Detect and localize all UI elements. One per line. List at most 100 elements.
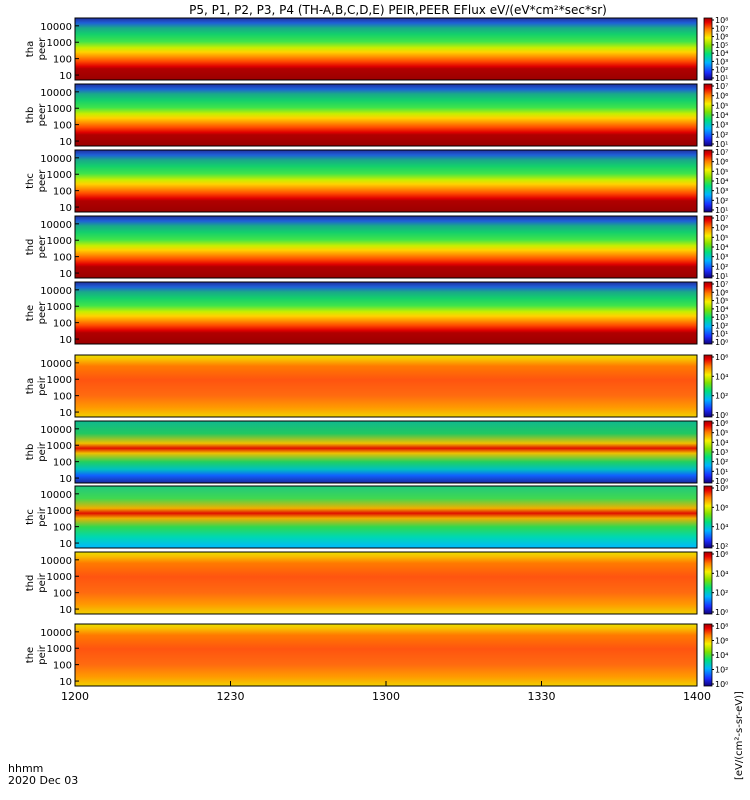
x-tick-label: 1230 bbox=[217, 690, 245, 703]
y-tick-label: 10000 bbox=[40, 22, 72, 33]
colorbar-scale bbox=[703, 551, 713, 615]
y-tick-label: 1000 bbox=[47, 38, 72, 49]
panel-label: thcpeer bbox=[25, 169, 48, 193]
colorbar-tick-label: 10⁶ bbox=[715, 224, 728, 233]
colorbar-tick-label: 10⁴ bbox=[715, 438, 728, 447]
colorbar-label: [eV/(cm²-s-sr-eV)] bbox=[734, 691, 745, 780]
spectrogram-image bbox=[75, 150, 697, 212]
colorbar-tick-label: 10⁵ bbox=[715, 297, 728, 306]
colorbar-tick-label: 10⁸ bbox=[715, 16, 728, 25]
colorbar-scale bbox=[703, 17, 713, 81]
panel-label: thcpeir bbox=[25, 506, 48, 526]
panel-thc-peir: thcpeir 10 100 1000 10000 10² 10⁴ 10⁶ 10⁸ bbox=[25, 484, 728, 551]
x-tick-label: 1330 bbox=[528, 690, 556, 703]
panel-tha-peer: thapeer1010010001000010¹10²10³10⁴10⁵10⁶1… bbox=[25, 16, 728, 83]
panel-frame bbox=[74, 551, 698, 615]
panel-label-probe: thb bbox=[25, 107, 36, 124]
colorbar: 10⁰ 10² 10⁴ 10⁶ bbox=[703, 353, 728, 420]
panel-thb-peer: thbpeer 10 100 1000 10000 10¹10²10³10⁴10⁵10⁶1… bbox=[25, 82, 728, 149]
panel-the-peir: thepeir 10 100 1000 10000 10⁰ 10² 10⁴ 10⁶ 10⁸ bbox=[25, 622, 728, 689]
panel-label-species: peir bbox=[37, 506, 48, 526]
panel-label-probe: thc bbox=[25, 509, 36, 525]
y-tick-label: 10 bbox=[59, 203, 72, 214]
y-tick-label: 100 bbox=[53, 392, 72, 403]
y-tick-label: 100 bbox=[53, 589, 72, 600]
panel-label-species: peer bbox=[37, 235, 48, 259]
colorbar-tick-label: 10² bbox=[715, 589, 728, 598]
colorbar-tick-label: 10³ bbox=[715, 313, 728, 322]
colorbar-scale bbox=[703, 354, 713, 418]
panel-frame bbox=[74, 149, 698, 213]
spectrogram-image bbox=[75, 355, 697, 417]
panel-label-species: peer bbox=[37, 169, 48, 193]
y-tick-label: 10000 bbox=[40, 88, 72, 99]
panel-label-species: peir bbox=[37, 441, 48, 461]
colorbar-tick-label: 10⁴ bbox=[715, 111, 728, 120]
y-tick-label: 100 bbox=[53, 523, 72, 534]
y-tick-label: 100 bbox=[53, 319, 72, 330]
colorbar-tick-label: 10² bbox=[715, 542, 728, 551]
colorbar-scale bbox=[703, 83, 713, 147]
date-label: 2020 Dec 03 bbox=[8, 774, 78, 787]
y-tick-label: 10 bbox=[59, 474, 72, 485]
colorbar: 10⁰ 10² 10⁴ 10⁶ 10⁸ bbox=[703, 622, 728, 689]
colorbar-tick-label: 10⁴ bbox=[715, 177, 728, 186]
colorbar-tick-label: 10⁶ bbox=[715, 550, 728, 559]
colorbar-tick-label: 10² bbox=[715, 66, 728, 75]
colorbar-tick-label: 10⁶ bbox=[715, 33, 728, 42]
y-tick-label: 10000 bbox=[40, 490, 72, 501]
colorbar-tick-label: 10² bbox=[715, 262, 728, 271]
colorbar-tick-label: 10² bbox=[715, 666, 728, 675]
colorbar-tick-label: 10⁰ bbox=[715, 411, 728, 420]
colorbar-tick-label: 10⁷ bbox=[715, 82, 728, 91]
panel-the-peer: thepeer1010010001000010⁰10¹10²10³10⁴10⁵1… bbox=[25, 280, 728, 347]
y-tick-label: 10000 bbox=[40, 359, 72, 370]
y-tick-label: 1000 bbox=[47, 375, 72, 386]
spectrogram-image bbox=[75, 552, 697, 614]
panel-label-probe: thb bbox=[25, 444, 36, 461]
x-axis: 1200 1230 1300 1330 1400 bbox=[61, 681, 711, 703]
panel-thc-peer: thcpeer 10 100 1000 10000 10¹10²10³10⁴10⁵10⁶1… bbox=[25, 148, 728, 215]
colorbar-tick-label: 10⁶ bbox=[715, 419, 728, 428]
spectrogram-image bbox=[75, 624, 697, 686]
colorbar-tick-label: 10⁵ bbox=[715, 41, 728, 50]
colorbar-tick-label: 10¹ bbox=[715, 206, 728, 215]
panel-label: thdpeer bbox=[25, 235, 48, 259]
y-tick-label: 10 bbox=[59, 335, 72, 346]
colorbar-scale bbox=[703, 623, 713, 687]
panel-thd-peer: thdpeer 10 100 1000 10000 10¹10²10³10⁴10⁵10⁶1… bbox=[25, 214, 728, 281]
panel-label-species: peer bbox=[37, 37, 48, 61]
y-tick-label: 1000 bbox=[47, 644, 72, 655]
y-tick-label: 1000 bbox=[47, 104, 72, 115]
y-tick-label: 10000 bbox=[40, 628, 72, 639]
colorbar-tick-label: 10⁶ bbox=[715, 92, 728, 101]
y-tick-label: 100 bbox=[53, 253, 72, 264]
y-tick-label: 10 bbox=[59, 677, 72, 688]
colorbar-tick-label: 10⁸ bbox=[715, 484, 728, 493]
colorbar-tick-label: 10⁵ bbox=[715, 233, 728, 242]
y-tick-label: 1000 bbox=[47, 441, 72, 452]
colorbar-tick-label: 10¹ bbox=[715, 272, 728, 281]
spectrogram-image bbox=[75, 282, 697, 344]
x-tick-label: 1400 bbox=[683, 690, 711, 703]
colorbar-tick-label: 10¹ bbox=[715, 74, 728, 83]
y-tick-label: 1000 bbox=[47, 170, 72, 181]
panel-frame bbox=[74, 281, 698, 345]
colorbar-tick-label: 10⁶ bbox=[715, 503, 728, 512]
colorbar-tick-label: 10⁴ bbox=[715, 305, 728, 314]
y-tick-label: 10000 bbox=[40, 220, 72, 231]
panel-thb-peir: thbpeir 10 100 1000 10000 10⁰10¹10²10³10⁴10⁵1… bbox=[25, 419, 728, 486]
panel-label-probe: thc bbox=[25, 173, 36, 189]
panel-frame bbox=[74, 354, 698, 418]
y-tick-label: 10 bbox=[59, 71, 72, 82]
colorbar-tick-label: 10⁴ bbox=[715, 651, 728, 660]
panel-label: thapeer bbox=[25, 37, 48, 61]
colorbar-tick-label: 10⁴ bbox=[715, 49, 728, 58]
panel-label: thbpeer bbox=[25, 103, 48, 127]
panel-frame bbox=[74, 420, 698, 484]
colorbar-tick-label: 10⁶ bbox=[715, 158, 728, 167]
colorbar-tick-label: 10² bbox=[715, 130, 728, 139]
y-tick-label: 100 bbox=[53, 661, 72, 672]
